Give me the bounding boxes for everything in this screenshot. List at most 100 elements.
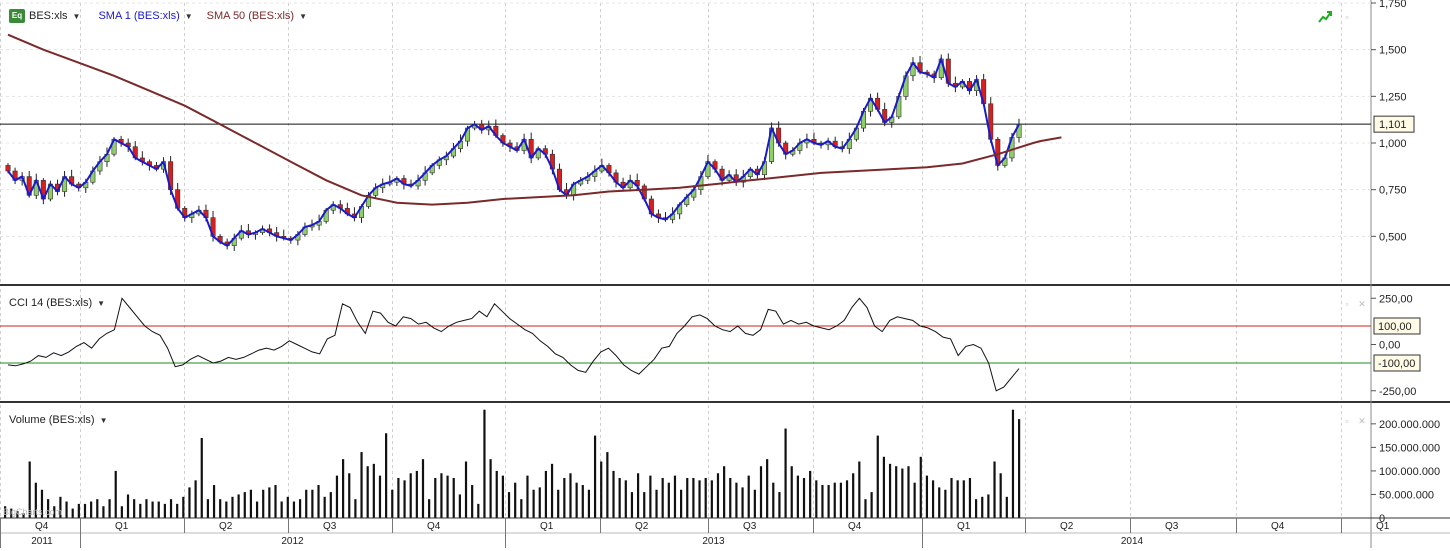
volume-bar xyxy=(237,494,240,518)
cci-label[interactable]: CCI 14 (BES:xls) xyxy=(9,297,93,309)
quarter-label: Q3 xyxy=(1165,521,1179,532)
sma50-line xyxy=(7,33,1062,206)
volume-bar xyxy=(514,482,517,518)
volume-bar xyxy=(212,485,216,518)
volume-pane-minimize-icon[interactable]: ▫ xyxy=(1345,416,1349,426)
volume-bar xyxy=(968,477,972,518)
volume-bar xyxy=(538,487,541,518)
volume-bar xyxy=(342,459,345,518)
volume-bar xyxy=(231,496,234,518)
volume-bar xyxy=(827,485,830,518)
volume-label[interactable]: Volume (BES:xls) xyxy=(9,414,95,426)
volume-bar xyxy=(974,499,978,518)
volume-bar xyxy=(139,503,142,518)
volume-bar xyxy=(612,470,615,518)
sma1-line xyxy=(7,55,1020,247)
volume-bar xyxy=(489,459,492,518)
volume-bar xyxy=(421,459,425,518)
quarter-label: Q1 xyxy=(1376,521,1390,532)
volume-bar xyxy=(587,489,591,518)
volume-bar xyxy=(901,468,904,518)
volume-bar xyxy=(415,470,418,518)
volume-bar xyxy=(858,461,861,518)
volume-bar xyxy=(913,482,916,518)
volume-bar xyxy=(169,499,173,518)
price-tick-label: 0,750 xyxy=(1379,185,1407,197)
volume-bar xyxy=(372,463,375,518)
volume-bar xyxy=(766,459,769,518)
volume-pane-close-icon[interactable]: ✕ xyxy=(1358,416,1366,426)
symbol-dropdown-caret-icon[interactable]: ▼ xyxy=(72,11,81,21)
volume-bar xyxy=(274,485,277,518)
volume-bar xyxy=(796,475,799,518)
volume-bar xyxy=(704,477,707,518)
pane-3-background xyxy=(0,405,1371,518)
volume-bar xyxy=(593,435,597,518)
year-label: 2014 xyxy=(1121,536,1144,547)
cci-reference-label: 100,00 xyxy=(1378,321,1412,333)
price-tick-label: 1,000 xyxy=(1379,138,1407,150)
volume-bar xyxy=(870,492,873,518)
volume-bar xyxy=(931,480,935,518)
volume-bar xyxy=(692,477,695,518)
volume-bar xyxy=(200,437,203,518)
volume-bar xyxy=(243,492,246,518)
symbol-label[interactable]: BES:xls xyxy=(29,10,68,22)
volume-bar xyxy=(741,487,744,518)
volume-bar xyxy=(723,466,726,518)
quarter-label: Q1 xyxy=(540,521,554,532)
trend-icon[interactable] xyxy=(1318,11,1332,23)
volume-bar xyxy=(649,475,652,518)
volume-bar xyxy=(403,480,406,518)
volume-bar xyxy=(673,475,677,518)
volume-bar xyxy=(298,499,302,518)
price-pane-minimize-icon[interactable]: ▫ xyxy=(1345,12,1349,22)
volume-bar xyxy=(956,480,959,518)
price-tick-label: 1,750 xyxy=(1379,0,1407,10)
volume-bar xyxy=(925,475,929,518)
volume-bar xyxy=(1005,496,1008,518)
quarter-label: Q4 xyxy=(35,521,49,532)
cci-reference-label: -100,00 xyxy=(1378,358,1415,370)
volume-bar xyxy=(188,487,191,518)
volume-bar xyxy=(317,485,320,518)
volume-bar xyxy=(59,496,62,518)
volume-bar xyxy=(495,470,498,518)
volume-dropdown-caret-icon[interactable]: ▼ xyxy=(99,415,108,425)
volume-bar xyxy=(735,482,738,518)
volume-bar xyxy=(895,466,898,518)
volume-bar xyxy=(22,513,25,518)
volume-bar xyxy=(636,473,640,518)
sma50-label[interactable]: SMA 50 (BES:xls) xyxy=(206,10,295,22)
cci-tick-label: 250,00 xyxy=(1379,293,1413,305)
volume-bar xyxy=(772,482,775,518)
volume-bar xyxy=(839,482,842,518)
volume-bar xyxy=(747,475,750,518)
cci-tick-label: 0,00 xyxy=(1379,340,1400,352)
volume-bar xyxy=(944,489,947,518)
volume-bar xyxy=(305,489,308,518)
cci-pane-close-icon[interactable]: ✕ xyxy=(1358,299,1366,309)
volume-bar xyxy=(821,485,824,518)
quarter-label: Q2 xyxy=(1060,521,1074,532)
cci-dropdown-caret-icon[interactable]: ▼ xyxy=(97,298,106,308)
volume-bar xyxy=(385,433,388,518)
sma1-dropdown-caret-icon[interactable]: ▼ xyxy=(184,11,193,21)
volume-bar xyxy=(563,477,566,518)
volume-bar xyxy=(716,473,720,518)
sma50-dropdown-caret-icon[interactable]: ▼ xyxy=(299,11,307,21)
year-label: 2012 xyxy=(281,536,304,547)
volume-bar xyxy=(133,499,136,518)
volume-bar xyxy=(993,461,996,518)
cci-pane-minimize-icon[interactable]: ▫ xyxy=(1345,299,1349,309)
volume-bar xyxy=(790,466,793,518)
sma1-label[interactable]: SMA 1 (BES:xls) xyxy=(98,10,180,22)
volume-bar xyxy=(483,409,486,518)
volume-bar xyxy=(661,477,664,518)
cci-reference-box xyxy=(1373,317,1421,335)
price-legend: Eq BES:xls ▼ SMA 1 (BES:xls) ▼ SMA 50 (B… xyxy=(9,9,307,23)
cci-tick-label: -250,00 xyxy=(1379,386,1416,398)
volume-bar xyxy=(919,456,922,518)
volume-bar xyxy=(163,503,166,518)
volume-bar xyxy=(280,501,283,518)
